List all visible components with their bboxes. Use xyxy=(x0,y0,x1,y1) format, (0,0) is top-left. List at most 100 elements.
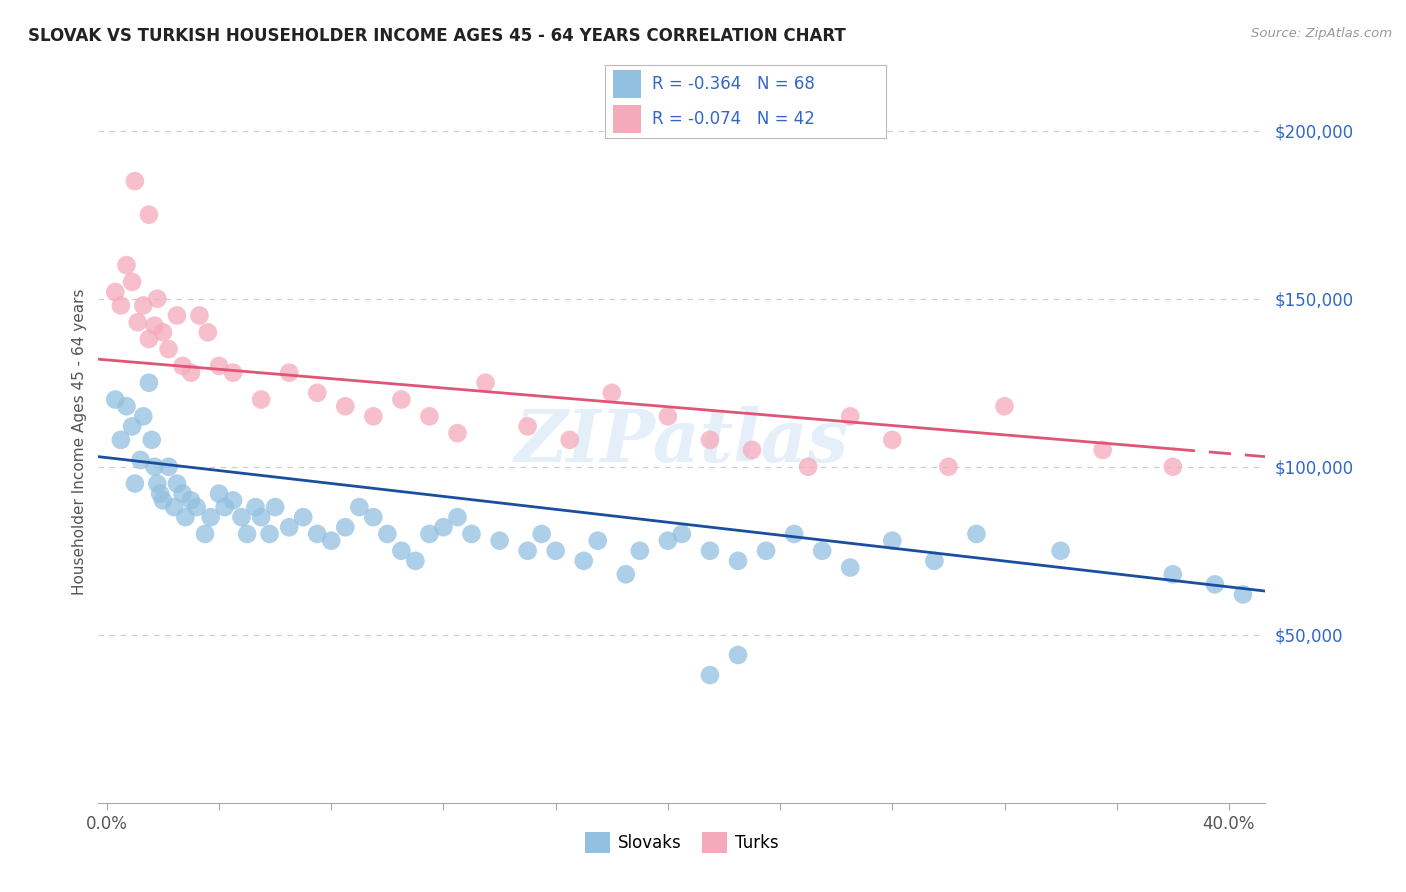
Legend: Slovaks, Turks: Slovaks, Turks xyxy=(578,826,786,860)
Point xyxy=(1049,543,1071,558)
Point xyxy=(349,500,371,514)
Point xyxy=(418,409,440,424)
Point xyxy=(222,493,245,508)
Point xyxy=(143,459,166,474)
Point xyxy=(389,392,412,407)
Point xyxy=(699,433,721,447)
Point xyxy=(188,309,211,323)
Point xyxy=(152,493,174,508)
Point xyxy=(127,315,149,329)
Point xyxy=(104,392,127,407)
Point xyxy=(138,376,160,390)
Text: R = -0.074   N = 42: R = -0.074 N = 42 xyxy=(652,111,815,128)
Point xyxy=(121,419,143,434)
Point xyxy=(194,527,217,541)
Point xyxy=(335,520,357,534)
Point xyxy=(115,258,138,272)
Point xyxy=(657,409,679,424)
Point xyxy=(104,285,127,299)
Point xyxy=(138,208,160,222)
Point xyxy=(307,385,329,400)
Point xyxy=(245,500,267,514)
Point xyxy=(924,554,946,568)
Point xyxy=(600,385,623,400)
Point xyxy=(363,510,385,524)
Point xyxy=(250,392,273,407)
Point xyxy=(186,500,208,514)
Point xyxy=(149,486,172,500)
Point xyxy=(200,510,222,524)
Point xyxy=(231,510,253,524)
Point xyxy=(172,359,194,373)
Bar xyxy=(613,105,641,133)
Point xyxy=(446,426,468,441)
Point xyxy=(259,527,281,541)
Point xyxy=(516,419,538,434)
Point xyxy=(671,527,693,541)
Point xyxy=(839,409,862,424)
Point xyxy=(307,527,329,541)
Point xyxy=(839,560,862,574)
Point xyxy=(157,459,180,474)
Point xyxy=(138,332,160,346)
Point xyxy=(278,366,301,380)
Point xyxy=(446,510,468,524)
Point xyxy=(110,298,132,312)
Point xyxy=(530,527,553,541)
Point xyxy=(811,543,834,558)
Point xyxy=(129,453,152,467)
Point xyxy=(141,433,163,447)
Point xyxy=(432,520,454,534)
Point xyxy=(236,527,259,541)
Point xyxy=(377,527,399,541)
Point xyxy=(1204,577,1226,591)
Point xyxy=(166,309,188,323)
Point xyxy=(516,543,538,558)
Point xyxy=(278,520,301,534)
Point xyxy=(264,500,287,514)
Point xyxy=(222,366,245,380)
Point xyxy=(699,543,721,558)
Point xyxy=(389,543,412,558)
Point xyxy=(292,510,315,524)
Point xyxy=(474,376,496,390)
Point xyxy=(628,543,651,558)
Point xyxy=(157,342,180,356)
Point xyxy=(882,533,904,548)
Point xyxy=(146,292,169,306)
Point xyxy=(783,527,806,541)
Bar xyxy=(613,70,641,98)
Point xyxy=(727,554,749,568)
Point xyxy=(214,500,236,514)
Point xyxy=(174,510,197,524)
Point xyxy=(321,533,343,548)
Point xyxy=(727,648,749,662)
Text: SLOVAK VS TURKISH HOUSEHOLDER INCOME AGES 45 - 64 YEARS CORRELATION CHART: SLOVAK VS TURKISH HOUSEHOLDER INCOME AGE… xyxy=(28,27,846,45)
Point xyxy=(250,510,273,524)
Point xyxy=(208,486,231,500)
Point xyxy=(180,366,202,380)
Point xyxy=(166,476,188,491)
Text: Source: ZipAtlas.com: Source: ZipAtlas.com xyxy=(1251,27,1392,40)
Point xyxy=(1161,459,1184,474)
Point xyxy=(110,433,132,447)
Point xyxy=(755,543,778,558)
Point xyxy=(115,399,138,413)
Point xyxy=(558,433,581,447)
Text: ZIPatlas: ZIPatlas xyxy=(515,406,849,477)
Point xyxy=(163,500,186,514)
Point xyxy=(132,298,155,312)
Point xyxy=(146,476,169,491)
Point xyxy=(180,493,202,508)
Point xyxy=(544,543,567,558)
Point xyxy=(132,409,155,424)
Point xyxy=(124,476,146,491)
Point xyxy=(1091,442,1114,457)
Point xyxy=(938,459,960,474)
Point xyxy=(418,527,440,541)
Point xyxy=(335,399,357,413)
Point xyxy=(614,567,637,582)
Point xyxy=(586,533,609,548)
Point xyxy=(124,174,146,188)
Point xyxy=(741,442,763,457)
